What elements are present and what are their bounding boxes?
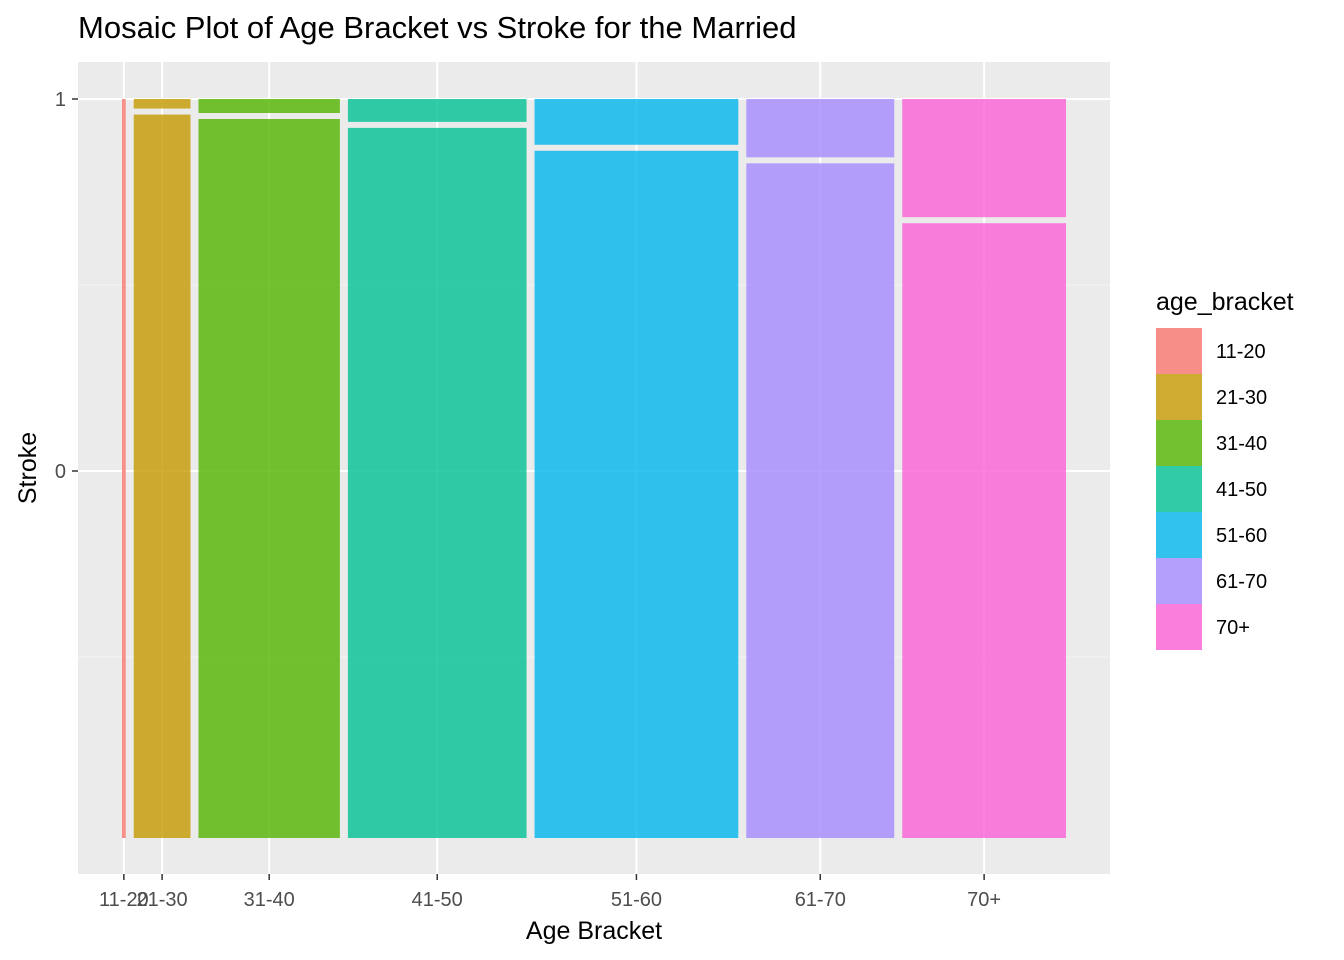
- legend-swatch-41-50: [1156, 466, 1202, 512]
- x-tick-label-11-20: 11-20: [99, 889, 149, 911]
- legend-label-11-20: 11-20: [1216, 341, 1266, 363]
- x-axis-title: Age Bracket: [526, 917, 662, 945]
- x-tick-label-61-70: 61-70: [795, 889, 846, 911]
- legend-label-21-30: 21-30: [1216, 387, 1267, 409]
- tile-41-50-stroke-0: [347, 127, 527, 839]
- tile-41-50-stroke-1: [347, 99, 527, 122]
- x-tick-label-41-50: 41-50: [412, 889, 463, 911]
- legend-swatch-11-20: [1156, 328, 1202, 374]
- legend-title: age_bracket: [1156, 288, 1294, 316]
- legend-label-31-40: 31-40: [1216, 433, 1267, 455]
- tile-70plus-stroke-1: [902, 99, 1066, 218]
- legend-label-61-70: 61-70: [1216, 571, 1267, 593]
- y-axis-title: Stroke: [14, 432, 42, 504]
- tile-21-30-stroke-1: [133, 99, 191, 109]
- tile-31-40-stroke-1: [198, 99, 340, 113]
- legend-swatch-21-30: [1156, 374, 1202, 420]
- x-tick-label-21-30: 21-30: [137, 889, 188, 911]
- x-tick-label-51-60: 51-60: [611, 889, 662, 911]
- legend-swatch-31-40: [1156, 420, 1202, 466]
- tile-61-70-stroke-0: [746, 163, 895, 838]
- legend-swatch-70plus: [1156, 604, 1202, 650]
- y-axis: 01: [55, 89, 78, 483]
- legend-label-41-50: 41-50: [1216, 479, 1267, 501]
- chart-title: Mosaic Plot of Age Bracket vs Stroke for…: [78, 10, 797, 45]
- legend-label-51-60: 51-60: [1216, 525, 1267, 547]
- tile-21-30-stroke-0: [133, 114, 191, 839]
- x-tick-label-31-40: 31-40: [244, 889, 295, 911]
- x-tick-label-70plus: 70+: [967, 889, 1001, 911]
- tile-51-60-stroke-1: [534, 99, 739, 145]
- tile-70plus-stroke-0: [902, 223, 1066, 839]
- mosaic-tiles: [122, 99, 1066, 839]
- tile-61-70-stroke-1: [746, 99, 895, 158]
- tile-31-40-stroke-0: [198, 118, 340, 838]
- y-tick-label-0: 0: [55, 461, 66, 483]
- y-tick-label-1: 1: [55, 89, 66, 111]
- tile-51-60-stroke-0: [534, 150, 739, 839]
- legend-swatch-51-60: [1156, 512, 1202, 558]
- legend-label-70plus: 70+: [1216, 617, 1250, 639]
- legend: age_bracket 11-20 21-30 31-40 41-50 51-60 61-…: [1156, 288, 1294, 650]
- tile-11-20-stroke-0: [122, 99, 126, 838]
- legend-swatch-61-70: [1156, 558, 1202, 604]
